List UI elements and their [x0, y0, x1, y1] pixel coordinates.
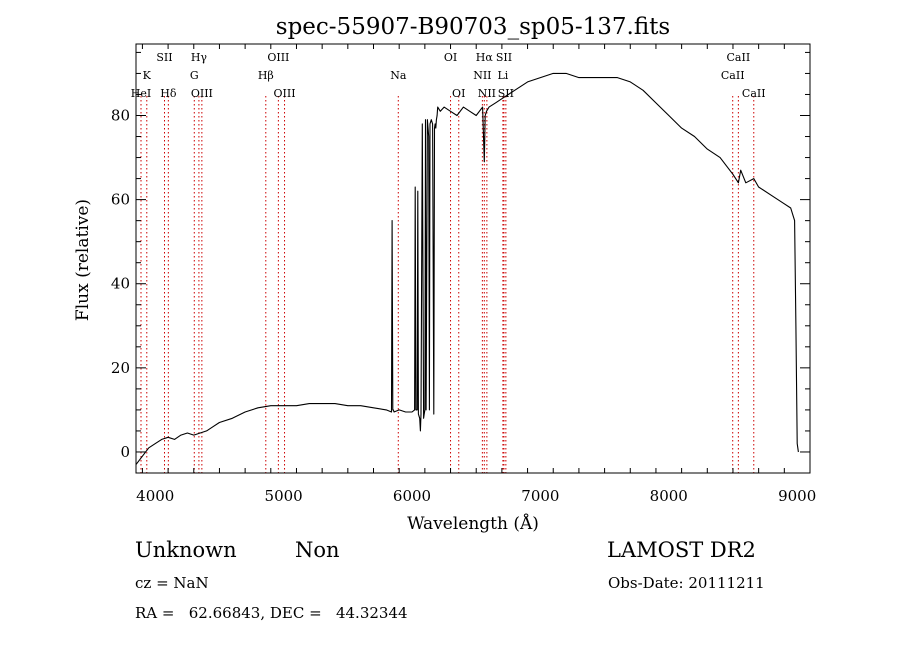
x-tick-label: 6000 [393, 487, 431, 505]
line-marker-label-6: OIII [191, 87, 213, 100]
spectrum-line [135, 72, 799, 465]
obs-date-label: Obs-Date: 20111211 [608, 574, 765, 592]
y-tick-label: 80 [111, 107, 130, 125]
line-marker-label-11: OI [444, 51, 457, 64]
line-marker-label-17: SII [496, 51, 512, 64]
chart-title: spec-55907-B90703_sp05-137.fits [276, 14, 670, 40]
line-marker-label-21: CaII [742, 87, 766, 100]
line-marker-label-18: SII [498, 87, 514, 100]
line-marker-label-2: SII [156, 51, 172, 64]
x-axis-label: Wavelength (Å) [407, 513, 539, 534]
class-label: Unknown [135, 538, 237, 562]
y-tick-label: 60 [111, 191, 130, 209]
y-axis-label: Flux (relative) [73, 199, 93, 321]
line-marker-label-5: Hγ [191, 51, 208, 64]
x-tick-label: 7000 [521, 487, 559, 505]
line-marker-label-1: K [143, 69, 152, 82]
plot-frame [135, 43, 811, 474]
line-marker-label-3: Hδ [160, 87, 177, 100]
y-tick-label: 20 [111, 359, 130, 377]
line-marker-label-9: OIII [274, 87, 296, 100]
survey-label: LAMOST DR2 [607, 538, 756, 562]
line-marker-label-7: Hβ [258, 69, 274, 82]
redshift-label: cz = NaN [135, 574, 209, 592]
line-marker-label-10: Na [390, 69, 407, 82]
line-marker-label-14: Hα [476, 51, 494, 64]
y-tick-label: 0 [120, 443, 130, 461]
line-marker-label-0: HeI [131, 87, 151, 100]
line-marker-label-4: G [190, 69, 199, 82]
line-marker-label-16: Li [497, 69, 508, 82]
x-tick-label: 8000 [650, 487, 688, 505]
subclass-label: Non [295, 538, 340, 562]
y-tick-label: 40 [111, 275, 130, 293]
line-marker-label-12: OI [452, 87, 465, 100]
line-marker-label-20: CaII [727, 51, 751, 64]
x-tick-label: 9000 [778, 487, 816, 505]
line-marker-label-15: NII [478, 87, 496, 100]
x-tick-label: 4000 [136, 487, 174, 505]
line-marker-label-13: NII [473, 69, 491, 82]
line-marker-label-19: CaII [721, 69, 745, 82]
coordinates-label: RA = 62.66843, DEC = 44.32344 [135, 604, 408, 622]
x-tick-label: 5000 [265, 487, 303, 505]
line-marker-label-8: OIII [267, 51, 289, 64]
